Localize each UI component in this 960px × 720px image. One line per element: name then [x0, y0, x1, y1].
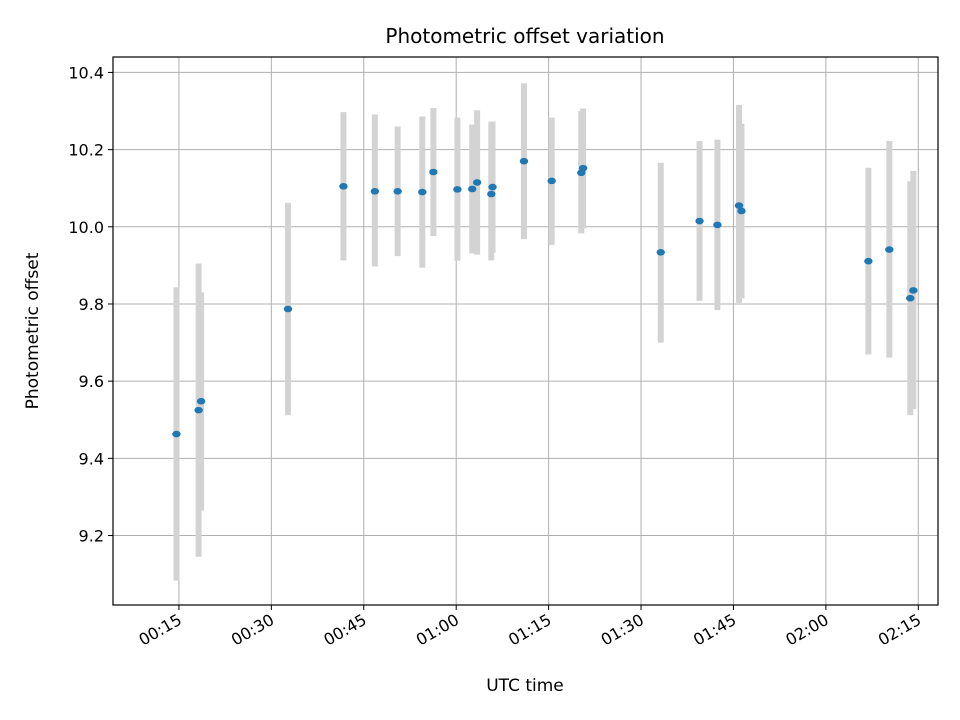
data-point — [172, 430, 181, 438]
data-point — [734, 202, 744, 209]
y-axis-ticks: 9.2 9.4 9.6 9.8 10.0 10.2 10.4 — [68, 63, 113, 546]
data-points — [172, 157, 918, 438]
data-point — [487, 190, 496, 198]
data-point — [196, 397, 206, 405]
y-tick-label: 9.6 — [79, 372, 104, 391]
data-point — [488, 183, 497, 191]
data-point — [194, 406, 203, 414]
data-point — [695, 217, 704, 225]
y-axis-label: Photometric offset — [23, 252, 43, 409]
data-point — [370, 187, 380, 195]
y-tick-label: 9.2 — [79, 527, 104, 546]
data-point — [885, 246, 894, 253]
data-point — [468, 185, 477, 193]
data-point — [393, 187, 402, 195]
data-point — [656, 248, 665, 256]
y-tick-label: 9.8 — [79, 295, 104, 314]
data-point — [283, 305, 293, 313]
data-point — [547, 177, 556, 185]
data-point — [472, 179, 482, 186]
data-point — [906, 294, 915, 302]
x-axis-label: UTC time — [486, 676, 564, 696]
data-point — [429, 168, 438, 176]
data-point — [864, 257, 873, 265]
y-tick-label: 10.2 — [68, 141, 104, 160]
data-point — [519, 157, 529, 165]
data-point — [578, 164, 588, 172]
data-point — [418, 188, 427, 196]
data-point — [453, 186, 462, 193]
plot-frame — [112, 56, 939, 606]
data-point — [909, 287, 918, 294]
data-point — [713, 221, 722, 229]
y-tick-label: 10.0 — [68, 218, 104, 237]
data-point — [339, 182, 348, 190]
data-point — [737, 207, 746, 215]
chart-title: Photometric offset variation — [385, 24, 664, 48]
y-tick-label: 10.4 — [68, 63, 104, 82]
y-tick-label: 9.4 — [79, 449, 104, 468]
